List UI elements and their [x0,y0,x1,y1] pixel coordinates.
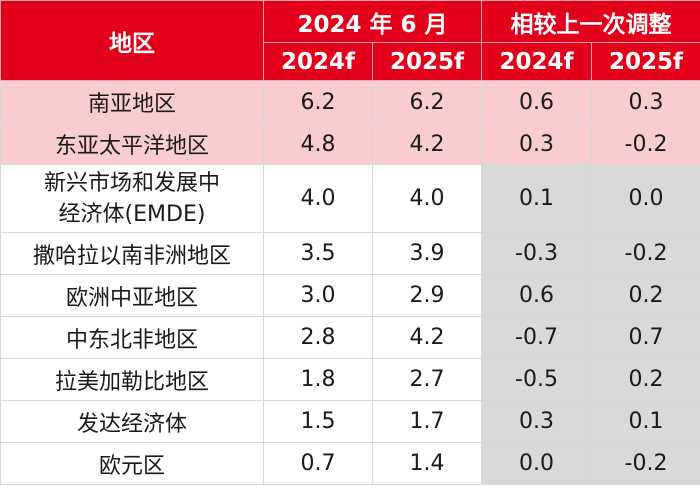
table-row: 拉美加勒比地区 1.8 2.7 -0.5 0.2 [0,358,700,401]
value-2024-cell: 6.2 [263,80,373,124]
value-2025-cell: 2.7 [371,358,483,401]
sub-header-rev-2024f: 2024f [481,42,593,81]
value-2025-cell: 4.2 [371,316,483,359]
revision-2025-cell: 0.3 [591,80,700,124]
revision-2024-cell: 0.6 [481,274,593,317]
value-2024-cell: 4.0 [263,164,373,233]
header-row-2: 2024f 2025f 2024f 2025f [1,42,700,81]
value-2024-cell: 4.8 [263,123,373,165]
value-2024-cell: 1.5 [263,400,373,443]
region-cell: 新兴市场和发展中 经济体(EMDE) [0,164,264,233]
revision-2024-cell: -0.7 [481,316,593,359]
region-cell: 东亚太平洋地区 [0,123,264,165]
table-row: 欧洲中亚地区 3.0 2.9 0.6 0.2 [0,274,700,317]
region-line-2: 经济体(EMDE) [58,201,206,227]
group-header-revision: 相较上一次调整 [481,0,700,43]
revision-2025-cell: -0.2 [591,442,700,485]
table-row: 新兴市场和发展中 经济体(EMDE) 4.0 4.0 0.1 0.0 [0,164,700,233]
region-cell: 欧洲中亚地区 [0,274,264,317]
value-2025-cell: 6.2 [371,80,483,124]
revision-2024-cell: 0.6 [481,80,593,124]
region-cell: 中东北非地区 [0,316,264,359]
table-row: 撒哈拉以南非洲地区 3.5 3.9 -0.3 -0.2 [0,232,700,275]
revision-2024-cell: 0.0 [481,442,593,485]
revision-2025-cell: -0.2 [591,123,700,165]
revision-2024-cell: -0.3 [481,232,593,275]
value-2024-cell: 0.7 [263,442,373,485]
region-cell: 欧元区 [0,442,264,485]
group-header-june-2024: 2024 年 6 月 [262,0,483,43]
revision-2025-cell: -0.2 [591,232,700,275]
value-2025-cell: 1.4 [371,442,483,485]
sub-header-rev-2025f: 2025f [591,42,700,81]
revision-2025-cell: 0.1 [591,400,700,443]
revision-2024-cell: -0.5 [481,358,593,401]
value-2025-cell: 1.7 [371,400,483,443]
revision-2024-cell: 0.1 [481,164,593,233]
revision-2025-cell: 0.7 [591,316,700,359]
revision-2025-cell: 0.2 [591,274,700,317]
revision-2024-cell: 0.3 [481,123,593,165]
value-2024-cell: 2.8 [263,316,373,359]
value-2025-cell: 2.9 [371,274,483,317]
value-2025-cell: 3.9 [371,232,483,275]
header-row-1: 地区 2024 年 6 月 相较上一次调整 [0,0,700,81]
region-line-1: 新兴市场和发展中 [43,170,220,196]
region-cell: 发达经济体 [0,400,264,443]
sub-header-2024f: 2024f [263,42,373,81]
growth-forecast-table: 地区 2024 年 6 月 相较上一次调整 2024f 2025f 2024f … [0,0,700,485]
table-row: 中东北非地区 2.8 4.2 -0.7 0.7 [0,316,700,359]
table-row: 欧元区 0.7 1.4 0.0 -0.2 [0,442,700,485]
revision-2024-cell: 0.3 [481,400,593,443]
region-cell: 南亚地区 [0,80,264,124]
value-2024-cell: 3.0 [263,274,373,317]
value-2024-cell: 1.8 [263,358,373,401]
table-row: 发达经济体 1.5 1.7 0.3 0.1 [0,400,700,443]
value-2025-cell: 4.0 [371,164,483,233]
sub-header-2025f: 2025f [371,42,483,81]
value-2025-cell: 4.2 [371,123,483,165]
revision-2025-cell: 0.0 [591,164,700,233]
region-cell: 撒哈拉以南非洲地区 [0,232,264,275]
table-row: 南亚地区 6.2 6.2 0.6 0.3 [0,80,700,124]
revision-2025-cell: 0.2 [591,358,700,401]
region-header: 地区 [0,0,264,81]
value-2024-cell: 3.5 [263,232,373,275]
region-cell: 拉美加勒比地区 [0,358,264,401]
table-row: 东亚太平洋地区 4.8 4.2 0.3 -0.2 [0,123,700,165]
